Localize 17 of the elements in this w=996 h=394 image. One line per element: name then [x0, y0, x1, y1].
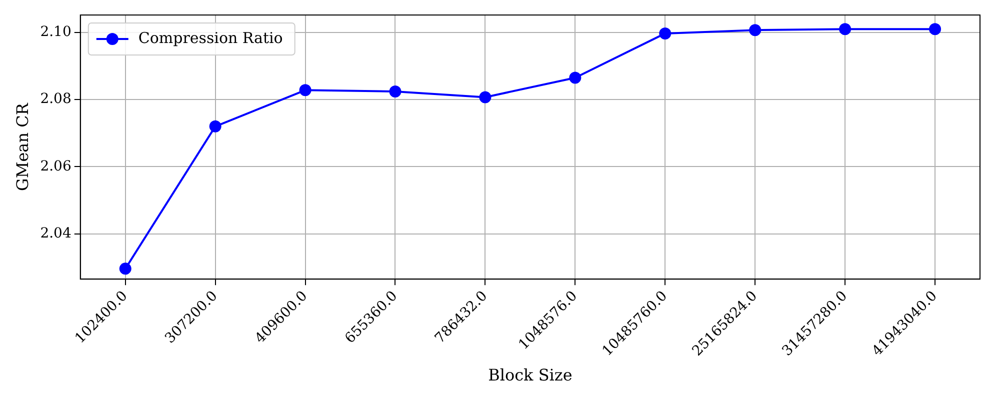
point [569, 72, 582, 84]
legend-label: Compression Ratio [138, 28, 283, 47]
point [749, 24, 762, 36]
y-tick-label: 2.10 [40, 24, 72, 40]
point [479, 91, 492, 104]
y-tick-label: 2.06 [40, 158, 72, 174]
x-axis-title: Block Size [488, 366, 572, 385]
y-tick-label: 2.08 [40, 91, 72, 108]
point [119, 262, 132, 275]
point [659, 27, 672, 40]
point [299, 84, 312, 96]
y-tick-label: 2.04 [40, 225, 72, 242]
point [929, 23, 942, 36]
point [839, 23, 852, 36]
point [209, 120, 222, 132]
point [389, 86, 402, 98]
y-axis-title: GMean CR [12, 102, 32, 191]
